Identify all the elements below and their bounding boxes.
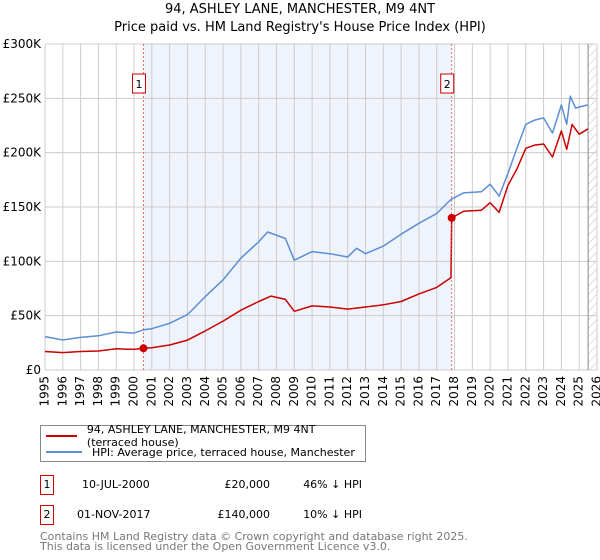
legend-label: HPI: Average price, terraced house, Manc…	[92, 445, 355, 459]
x-tick-label: 2007	[251, 376, 265, 407]
y-tick-label: £50K	[10, 309, 42, 323]
x-tick-label: 2012	[340, 376, 354, 407]
x-tick-label: 2008	[269, 376, 283, 407]
footer-copyright: Contains HM Land Registry data © Crown c…	[40, 530, 468, 543]
hpi-line	[44, 95, 589, 341]
sale-badge: 2	[40, 505, 54, 525]
y-tick-label: £200K	[3, 146, 43, 160]
x-tick-label: 1995	[38, 376, 52, 407]
sale-price: £140,000	[217, 508, 271, 521]
x-tick-label: 1999	[109, 376, 123, 407]
y-tick-label: £150K	[3, 200, 43, 214]
x-tick-label: 2024	[554, 376, 568, 407]
x-tick-label: 2025	[572, 376, 586, 407]
x-tick-label: 2019	[465, 376, 479, 407]
sale-label: 1	[135, 78, 142, 91]
sale-date: 01-NOV-2017	[77, 508, 151, 521]
sale-hpi-diff: 46% ↓ HPI	[303, 478, 362, 491]
legend: 94, ASHLEY LANE, MANCHESTER, M9 4NT (ter…	[40, 423, 366, 462]
footer-licence: This data is licensed under the Open Gov…	[40, 540, 391, 553]
x-tick-label: 2000	[127, 376, 141, 407]
x-tick-label: 2017	[429, 376, 443, 407]
legend-swatch-red	[46, 435, 77, 437]
legend-item-hpi: HPI: Average price, terraced house, Manc…	[41, 444, 355, 460]
sale-hpi-diff: 10% ↓ HPI	[303, 508, 362, 521]
x-tick-label: 2005	[216, 376, 230, 407]
chart-title: 94, ASHLEY LANE, MANCHESTER, M9 4NT	[164, 2, 436, 17]
x-tick-label: 2026	[590, 376, 600, 407]
legend-label: 94, ASHLEY LANE, MANCHESTER, M9 4NT (ter…	[86, 423, 316, 449]
x-tick-label: 2023	[536, 376, 550, 407]
x-tick-label: 2010	[305, 376, 319, 407]
price-chart: 1 2 1995 1996 1997 1998 1999 2000 2001 2002 2003 20…	[3, 37, 600, 407]
x-tick-label: 2022	[518, 376, 532, 407]
sale-price: £20,000	[224, 478, 271, 491]
x-tick-label: 2014	[376, 376, 390, 407]
x-tick-label: 1998	[91, 376, 105, 407]
x-tick-label: 2009	[287, 376, 301, 407]
x-tick-label: 1996	[55, 376, 69, 407]
sale-label: 2	[444, 78, 451, 91]
legend-swatch-blue	[46, 451, 82, 453]
x-tick-label: 2018	[447, 376, 461, 407]
x-tick-label: 2001	[144, 376, 158, 407]
chart-subtitle: Price paid vs. HM Land Registry's House …	[114, 20, 486, 35]
x-tick-label: 2002	[162, 376, 176, 407]
y-tick-label: £0	[26, 363, 41, 377]
y-tick-label: £300K	[3, 37, 43, 51]
x-tick-label: 2004	[198, 376, 212, 407]
sale-label-box	[131, 73, 146, 94]
x-tick-label: 2006	[233, 376, 247, 407]
x-tick-label: 2016	[411, 376, 425, 407]
x-tick-label: 2020	[483, 376, 497, 407]
x-tick-label: 1997	[73, 376, 87, 407]
sale-badge: 1	[40, 475, 54, 495]
property-line	[44, 123, 589, 354]
x-tick-label: 2003	[180, 376, 194, 407]
y-tick-label: £100K	[3, 254, 43, 268]
x-tick-label: 2013	[358, 376, 372, 407]
legend-item-property: 94, ASHLEY LANE, MANCHESTER, M9 4NT (ter…	[41, 423, 365, 449]
x-tick-label: 2015	[394, 376, 408, 407]
sale-point	[139, 344, 148, 353]
x-tick-label: 2011	[322, 376, 336, 407]
y-tick-label: £250K	[3, 91, 43, 105]
sale-label-box	[440, 73, 455, 94]
x-tick-label: 2021	[500, 376, 514, 407]
sale-point	[447, 213, 456, 222]
sale-date: 10-JUL-2000	[82, 478, 150, 491]
